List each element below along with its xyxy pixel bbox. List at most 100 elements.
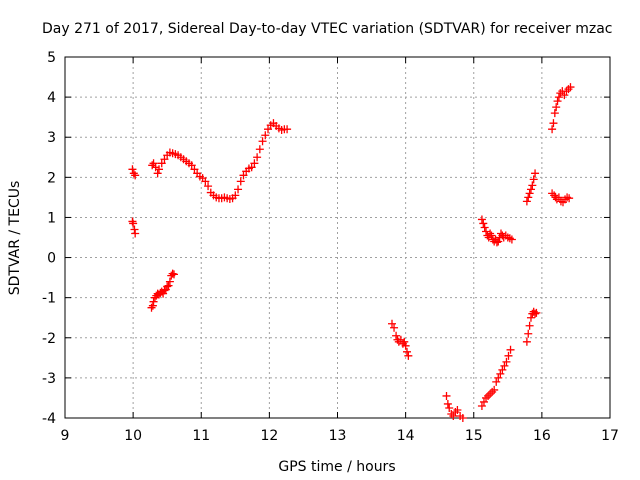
- data-point: [480, 223, 489, 232]
- data-point: [524, 329, 533, 338]
- data-point: [157, 159, 166, 168]
- data-point: [458, 414, 467, 422]
- series-far-right-mid: [548, 189, 574, 207]
- data-point: [390, 323, 399, 332]
- data-point: [148, 161, 157, 170]
- data-point: [562, 87, 571, 96]
- data-point: [449, 411, 458, 420]
- data-point: [445, 403, 454, 412]
- data-point: [526, 185, 535, 194]
- data-point: [447, 409, 456, 418]
- data-point: [149, 297, 158, 306]
- data-point: [392, 331, 401, 340]
- y-tick-label: 3: [47, 130, 56, 146]
- data-point: [129, 219, 138, 228]
- data-point: [239, 171, 248, 180]
- series-far-right-top: [548, 83, 575, 134]
- data-point: [131, 171, 140, 180]
- series-mid-right: [477, 215, 516, 247]
- data-point: [401, 341, 410, 350]
- data-point: [531, 169, 540, 178]
- x-tick-label: 12: [260, 428, 278, 444]
- data-point: [451, 407, 460, 416]
- data-point: [528, 181, 537, 190]
- data-point: [402, 347, 411, 356]
- data-point: [500, 361, 509, 370]
- data-point: [560, 91, 569, 100]
- series-start-mid: [128, 217, 140, 238]
- data-point: [488, 387, 497, 396]
- data-point: [149, 159, 158, 168]
- data-point: [524, 193, 533, 202]
- y-tick-label: 2: [47, 170, 56, 186]
- data-point: [549, 119, 558, 128]
- series-rising: [477, 345, 515, 410]
- x-tick-label: 14: [397, 428, 415, 444]
- data-point: [128, 217, 137, 226]
- data-point: [486, 389, 495, 398]
- data-point: [554, 193, 563, 202]
- x-tick-label: 15: [465, 428, 483, 444]
- data-point: [504, 351, 513, 360]
- data-point: [556, 197, 565, 206]
- data-point: [283, 125, 292, 134]
- data-point: [442, 391, 451, 400]
- data-point: [506, 345, 515, 354]
- data-point: [494, 373, 503, 382]
- data-point: [204, 182, 213, 191]
- data-point: [490, 385, 499, 394]
- data-point: [396, 335, 405, 344]
- data-point: [550, 109, 559, 118]
- data-point: [388, 319, 396, 328]
- data-point: [529, 175, 538, 184]
- data-point: [151, 163, 160, 172]
- data-point: [503, 233, 512, 242]
- data-point: [130, 225, 139, 234]
- data-point: [496, 369, 505, 378]
- data-point: [566, 83, 575, 92]
- series-right-rise-high: [522, 169, 540, 206]
- y-tick-label: 1: [47, 210, 56, 226]
- y-tick-label: 0: [47, 251, 56, 267]
- data-point: [164, 281, 173, 290]
- data-point: [494, 237, 503, 246]
- data-point: [129, 169, 138, 178]
- data-point: [255, 145, 264, 154]
- grid: [65, 57, 610, 418]
- data-point: [253, 153, 262, 162]
- data-point: [404, 351, 413, 360]
- data-point: [497, 229, 505, 238]
- data-point: [522, 197, 531, 206]
- data-point: [552, 103, 561, 112]
- data-point: [482, 393, 491, 402]
- chart-title: Day 271 of 2017, Sidereal Day-to-day VTE…: [42, 21, 612, 37]
- data-point: [155, 165, 164, 174]
- data-point: [498, 365, 507, 374]
- data-points: [128, 83, 575, 422]
- y-tick-label: -4: [42, 411, 56, 427]
- data-point: [170, 270, 178, 279]
- data-point: [264, 125, 273, 134]
- y-axis-title: SDTVAR / TECUs: [7, 181, 23, 296]
- data-point: [550, 191, 559, 200]
- data-point: [487, 231, 496, 240]
- data-point: [128, 165, 137, 174]
- data-point: [234, 185, 243, 194]
- y-tick-label: 5: [47, 50, 56, 66]
- series-bottom-cluster: [442, 391, 467, 422]
- data-point: [486, 229, 495, 238]
- data-point: [236, 177, 245, 186]
- data-point: [247, 163, 256, 172]
- data-point: [165, 277, 174, 286]
- data-point: [400, 337, 409, 346]
- data-point: [525, 321, 534, 330]
- y-tick-label: -1: [42, 291, 56, 307]
- data-point: [160, 286, 169, 295]
- data-point: [261, 131, 270, 140]
- series-low-arc: [147, 269, 178, 312]
- data-point: [531, 309, 540, 318]
- data-point: [201, 177, 210, 186]
- data-point: [492, 377, 501, 386]
